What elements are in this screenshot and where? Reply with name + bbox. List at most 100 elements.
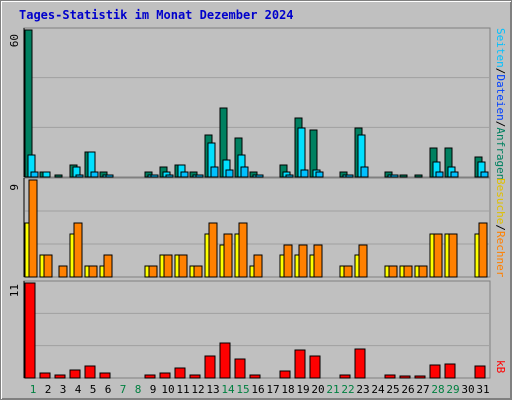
panel-bottom <box>23 280 491 379</box>
x-tick-label-day-9: 9 <box>150 383 157 396</box>
chart-title: Tages-Statistik im Monat Dezember 2024 <box>19 8 294 22</box>
legend-sep-1: / <box>494 68 507 75</box>
bar-middle-rechner-day-18 <box>283 244 293 278</box>
x-tick-label-day-1: 1 <box>30 383 37 396</box>
bar-middle-rechner-day-14 <box>223 233 233 278</box>
bar-middle-rechner-day-2 <box>43 254 53 278</box>
bar-middle-rechner-day-20 <box>313 244 323 278</box>
legend-visits-label: Besuche <box>494 178 507 224</box>
x-tick-label-day-19: 19 <box>296 383 309 396</box>
x-tick-label-day-7: 7 <box>120 383 127 396</box>
x-tick-label-day-28: 28 <box>431 383 444 396</box>
bar-top-seiten-day-6 <box>105 174 114 178</box>
x-tick-label-day-6: 6 <box>105 383 112 396</box>
x-tick-label-day-2: 2 <box>45 383 52 396</box>
legend-hits-label: Seiten <box>494 28 507 68</box>
x-tick-label-day-21: 21 <box>326 383 339 396</box>
bar-top-seiten-day-20 <box>315 171 324 178</box>
bar-top-seiten-day-23 <box>360 166 369 178</box>
bottom-max-label: 11 <box>8 284 21 297</box>
x-tick-label-day-20: 20 <box>311 383 324 396</box>
bar-middle-rechner-day-27 <box>418 265 428 278</box>
bar-middle-rechner-day-22 <box>343 265 353 278</box>
x-tick-label-day-24: 24 <box>371 383 385 396</box>
bar-top-seiten-day-9 <box>150 174 159 178</box>
bar-bottom-kb-day-20 <box>309 355 321 379</box>
bar-bottom-kb-day-25 <box>384 374 396 379</box>
x-tick-label-day-23: 23 <box>356 383 369 396</box>
bar-top-seiten-day-18 <box>285 174 294 178</box>
x-tick-label-day-30: 30 <box>461 383 474 396</box>
x-tick-label-day-15: 15 <box>236 383 249 396</box>
x-tick-label-day-13: 13 <box>206 383 219 396</box>
bar-bottom-kb-day-31 <box>474 365 486 379</box>
bar-top-seiten-day-16 <box>255 174 264 178</box>
bar-middle-rechner-day-12 <box>193 265 203 278</box>
x-tick-label-day-31: 31 <box>476 383 489 396</box>
bar-top-seiten-day-14 <box>225 169 234 178</box>
x-tick-label-day-29: 29 <box>446 383 459 396</box>
bar-middle-rechner-day-23 <box>358 244 368 278</box>
bar-bottom-kb-day-6 <box>99 372 111 379</box>
mid-max-label: 9 <box>8 184 21 191</box>
bar-top-seiten-day-19 <box>300 169 309 178</box>
bar-bottom-kb-day-18 <box>279 370 291 379</box>
bar-bottom-kb-day-27 <box>414 375 426 379</box>
bar-bottom-kb-day-1 <box>24 282 36 379</box>
bar-bottom-kb-day-12 <box>189 374 201 379</box>
x-tick-label-day-27: 27 <box>416 383 429 396</box>
top-max-label: 60 <box>8 34 21 47</box>
bar-middle-rechner-day-19 <box>298 244 308 278</box>
bar-middle-rechner-day-6 <box>103 254 113 278</box>
x-tick-label-day-11: 11 <box>176 383 189 396</box>
x-tick-label-day-3: 3 <box>60 383 67 396</box>
bar-middle-rechner-day-28 <box>433 233 443 278</box>
bar-bottom-kb-day-11 <box>174 367 186 379</box>
bar-bottom-kb-day-9 <box>144 374 156 379</box>
legend-sites-label: Rechner <box>494 231 507 278</box>
bar-top-seiten-day-29 <box>450 171 459 178</box>
bar-bottom-kb-day-22 <box>339 374 351 379</box>
legend-requests-label: Anfragen <box>494 127 507 180</box>
bar-bottom-kb-day-13 <box>204 355 216 379</box>
bar-top-seiten-day-1 <box>30 171 39 178</box>
bar-bottom-kb-day-26 <box>399 375 411 379</box>
bar-middle-rechner-day-1 <box>28 179 38 278</box>
bar-bottom-kb-day-19 <box>294 349 306 379</box>
bar-middle-rechner-day-13 <box>208 222 218 278</box>
x-tick-label-day-22: 22 <box>341 383 354 396</box>
bar-bottom-kb-day-28 <box>429 364 441 379</box>
x-tick-label-day-5: 5 <box>90 383 97 396</box>
bar-top-anfragen-day-3 <box>54 174 63 178</box>
bar-top-seiten-day-10 <box>165 174 174 178</box>
bar-top-dateien-day-2 <box>42 171 51 178</box>
x-tick-label-day-26: 26 <box>401 383 414 396</box>
bar-bottom-kb-day-23 <box>354 348 366 379</box>
bar-top-seiten-day-28 <box>435 171 444 178</box>
bar-bottom-kb-day-4 <box>69 369 81 379</box>
legend-mid: Besuche/Rechner <box>494 178 507 278</box>
x-tick-label-day-10: 10 <box>161 383 174 396</box>
bar-top-seiten-day-4 <box>75 174 84 178</box>
bar-bottom-kb-day-5 <box>84 365 96 379</box>
bar-top-seiten-day-5 <box>90 171 99 178</box>
x-tick-label-day-18: 18 <box>281 383 294 396</box>
bar-top-seiten-day-25 <box>390 174 399 178</box>
x-tick-label-day-8: 8 <box>135 383 142 396</box>
x-tick-label-day-16: 16 <box>251 383 264 396</box>
bar-bottom-kb-day-14 <box>219 342 231 379</box>
x-tick-label-day-4: 4 <box>75 383 82 396</box>
legend-sep-2: / <box>494 121 507 128</box>
x-tick-label-day-14: 14 <box>221 383 235 396</box>
x-tick-label-day-17: 17 <box>266 383 279 396</box>
bar-bottom-kb-day-29 <box>444 363 456 379</box>
bar-middle-rechner-day-29 <box>448 233 458 278</box>
bar-top-anfragen-day-26 <box>399 174 408 178</box>
legend-sep-3: / <box>494 224 507 231</box>
bar-middle-rechner-day-25 <box>388 265 398 278</box>
bar-top-seiten-day-11 <box>180 171 189 178</box>
bar-middle-rechner-day-16 <box>253 254 263 278</box>
bar-middle-rechner-day-31 <box>478 222 488 278</box>
legend-bottom: kB <box>494 360 507 374</box>
